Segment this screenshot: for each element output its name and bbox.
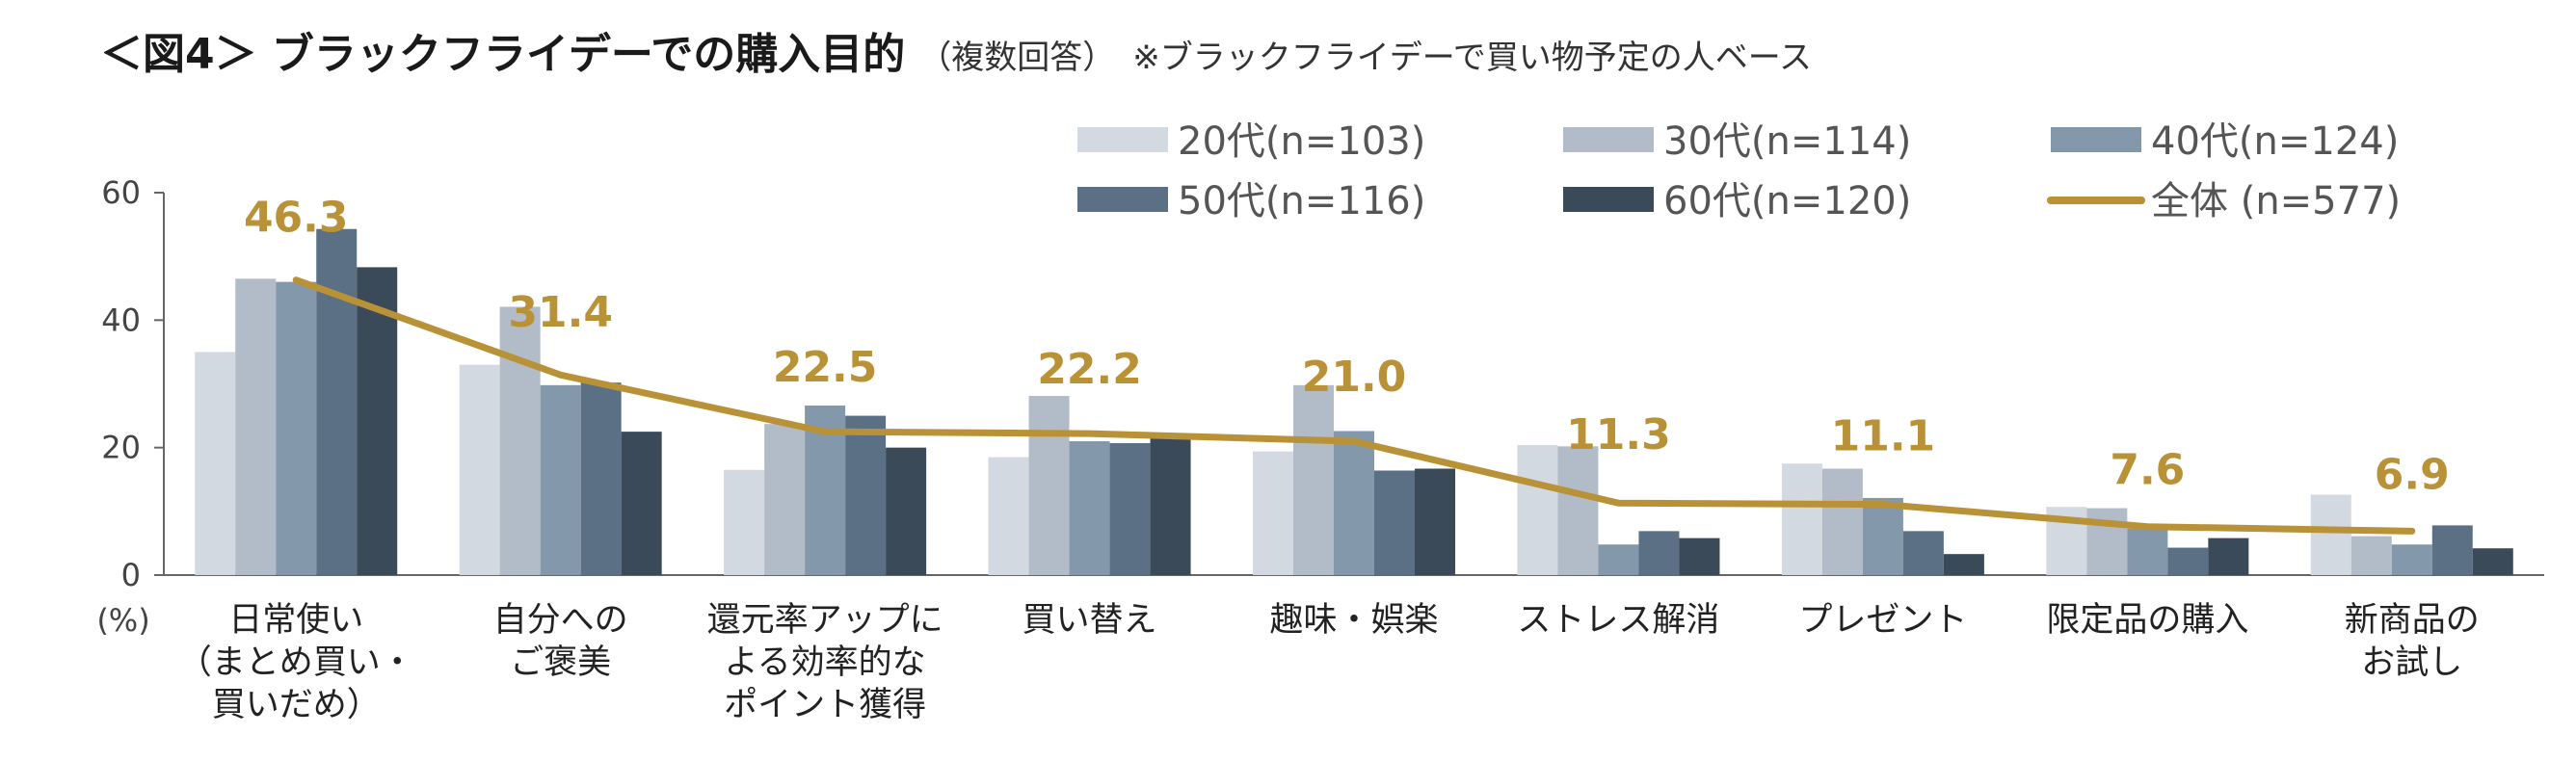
legend-swatch <box>1077 127 1168 152</box>
bar-2-4 <box>1028 396 1070 575</box>
category-label: 日常使い <box>228 601 363 640</box>
bar-2-1 <box>235 278 277 575</box>
y-tick-label: 60 <box>101 174 141 211</box>
total-value-label: 22.2 <box>1037 345 1142 394</box>
total-value-label: 6.9 <box>2375 450 2450 499</box>
bar-4-3 <box>845 415 887 575</box>
bar-3-7 <box>1862 497 1903 575</box>
bar-1-9 <box>2310 494 2351 575</box>
bar-1-5 <box>1253 451 1293 575</box>
bar-1-3 <box>724 469 765 575</box>
bar-3-6 <box>1598 544 1639 575</box>
total-value-label: 31.4 <box>508 288 613 337</box>
bar-5-3 <box>886 447 927 575</box>
bar-2-8 <box>2086 508 2128 575</box>
bar-4-2 <box>580 382 622 575</box>
total-value-label: 11.1 <box>1831 412 1936 461</box>
bar-1-2 <box>459 364 500 575</box>
bar-4-7 <box>1902 531 1944 575</box>
bar-2-6 <box>1557 446 1599 575</box>
category-label: 買いだめ） <box>212 686 381 724</box>
total-value-label: 7.6 <box>2110 446 2185 495</box>
total-value-label: 11.3 <box>1566 410 1671 459</box>
bar-5-1 <box>357 267 398 575</box>
category-label: （まとめ買い・ <box>178 643 414 682</box>
legend-label: 20代(n=103) <box>1178 119 1425 164</box>
bar-4-6 <box>1638 531 1680 575</box>
y-tick-label: 40 <box>101 302 141 338</box>
bar-5-7 <box>1943 554 1984 575</box>
legend-label: 30代(n=114) <box>1663 119 1911 164</box>
bar-1-6 <box>1517 445 1558 575</box>
bar-2-2 <box>499 306 541 575</box>
category-label: 新商品の <box>2345 601 2480 640</box>
bar-4-8 <box>2167 547 2209 575</box>
bar-5-5 <box>1415 468 1455 575</box>
bar-3-8 <box>2127 528 2168 575</box>
legend-swatch <box>2051 127 2141 152</box>
legend-swatch <box>1077 187 1168 212</box>
category-label: 還元率アップに <box>707 601 943 640</box>
bar-5-9 <box>2472 548 2513 575</box>
chart-note: ※ブラックフライデーで買い物予定の人ベース <box>1132 39 1813 77</box>
y-unit-label: (%) <box>96 602 149 639</box>
bar-3-1 <box>276 281 317 575</box>
y-tick-label: 0 <box>121 557 141 593</box>
chart-subtitle: （複数回答） <box>918 39 1116 77</box>
total-value-label: 22.5 <box>773 343 878 392</box>
bar-4-1 <box>316 228 358 575</box>
bar-2-3 <box>764 424 806 575</box>
total-line <box>292 276 2416 535</box>
bar-5-4 <box>1150 436 1191 575</box>
chart-title: ＜図4＞ ブラックフライデーでの購入目的 <box>100 30 906 79</box>
bar-1-7 <box>1781 463 1822 575</box>
category-label: ご褒美 <box>510 643 611 682</box>
legend-label: 60代(n=120) <box>1663 179 1911 223</box>
bar-5-6 <box>1679 538 1720 575</box>
legend-label: 全体 (n=577) <box>2151 179 2401 223</box>
category-label: ストレス解消 <box>1517 601 1719 640</box>
bar-1-1 <box>195 352 236 575</box>
bar-2-5 <box>1293 384 1334 575</box>
category-label: 限定品の購入 <box>2046 601 2248 640</box>
category-label: 買い替え <box>1022 601 1157 640</box>
bar-2-7 <box>1821 468 1863 575</box>
legend-label: 50代(n=116) <box>1178 179 1425 223</box>
bar-3-9 <box>2391 544 2432 575</box>
category-label: お試し <box>2361 643 2462 682</box>
category-label: 自分への <box>493 601 628 640</box>
total-value-label: 46.3 <box>244 194 349 243</box>
legend-label: 40代(n=124) <box>2151 119 2399 164</box>
bar-1-4 <box>988 457 1029 575</box>
category-label: 趣味・娯楽 <box>1269 601 1438 640</box>
bar-4-4 <box>1109 443 1151 575</box>
y-tick-label: 20 <box>101 430 141 466</box>
legend-swatch <box>1563 127 1654 152</box>
legend-swatch <box>1563 187 1654 212</box>
bar-3-4 <box>1069 441 1110 575</box>
bar-4-5 <box>1374 470 1415 575</box>
bar-3-2 <box>540 384 581 575</box>
chart-title-row: ＜図4＞ ブラックフライデーでの購入目的 （複数回答） ※ブラックフライデーで買い物… <box>100 19 1812 81</box>
bar-4-9 <box>2431 525 2473 575</box>
bar-5-8 <box>2208 538 2249 575</box>
bar-3-5 <box>1334 431 1374 575</box>
bar-2-9 <box>2350 536 2392 575</box>
category-label: ポイント獲得 <box>724 686 926 724</box>
category-label: よる効率的な <box>725 643 926 682</box>
bar-5-2 <box>621 432 662 575</box>
category-label: プレゼント <box>1798 601 1967 640</box>
total-value-label: 21.0 <box>1302 353 1407 402</box>
